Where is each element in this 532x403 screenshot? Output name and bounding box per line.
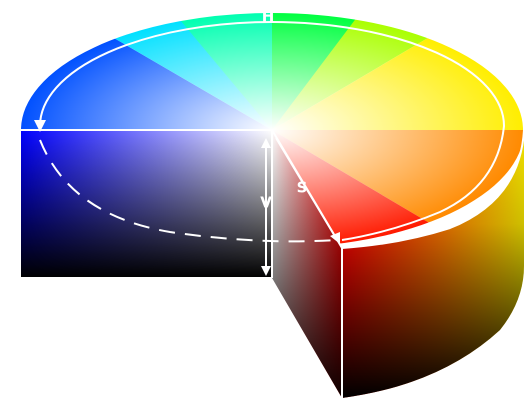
saturation-arrowhead-icon — [330, 232, 340, 244]
cutaway-front-face — [20, 130, 272, 278]
value-arrowhead-down-icon — [261, 266, 271, 276]
hue-label: H — [262, 8, 275, 26]
cylinder-side-wall — [342, 130, 524, 398]
guide-lines — [19, 11, 526, 398]
value-label: V — [260, 194, 272, 212]
cutaway-diagonal-face — [272, 130, 342, 398]
cut-edge-lines — [19, 129, 343, 398]
saturation-line — [275, 137, 337, 239]
hue-arc-dashed — [39, 139, 337, 243]
hue-arc-line — [39, 21, 506, 241]
saturation-label: S — [297, 179, 308, 197]
hue-arrowhead-icon — [34, 120, 46, 132]
rim-outline — [19, 11, 526, 249]
value-arrowhead-up-icon — [261, 138, 271, 148]
arrowheads — [34, 120, 340, 276]
